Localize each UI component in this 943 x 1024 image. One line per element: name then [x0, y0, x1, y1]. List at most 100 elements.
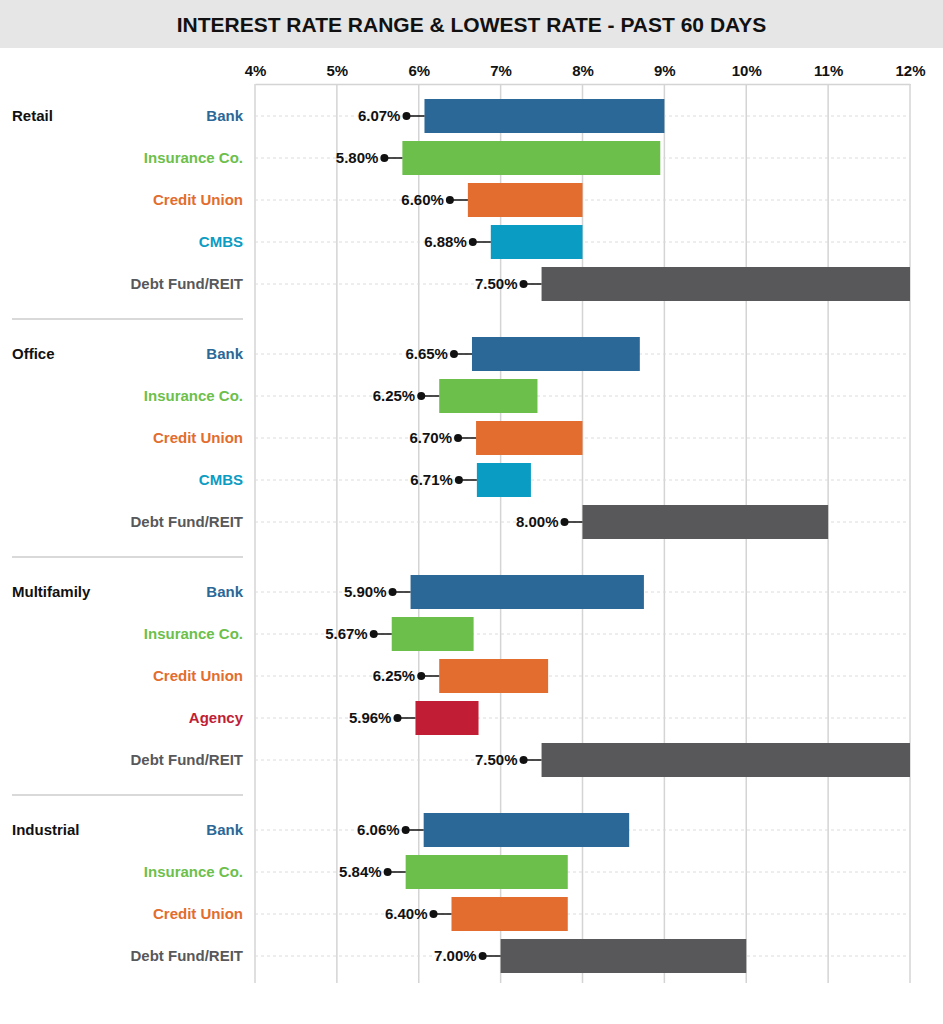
x-axis: 4%5%6%7%8%9%10%11%12%: [245, 62, 926, 85]
category-label: Bank: [206, 821, 243, 838]
low-marker: [389, 588, 397, 596]
range-bar: [439, 659, 548, 693]
range-bar: [411, 575, 644, 609]
category-label: Debt Fund/REIT: [131, 513, 244, 530]
range-bar: [406, 855, 568, 889]
x-tick: 5%: [327, 62, 349, 84]
grid-line: [418, 84, 420, 983]
x-tick-label: 5%: [327, 62, 349, 79]
category-label: Debt Fund/REIT: [131, 947, 244, 964]
data-label: 6.71%: [410, 471, 453, 488]
row-guide: [255, 480, 910, 481]
range-bar: [402, 141, 660, 175]
data-label: 6.60%: [401, 191, 444, 208]
low-marker: [402, 112, 410, 120]
range-bar: [472, 337, 640, 371]
low-marker: [450, 350, 458, 358]
low-marker: [454, 434, 462, 442]
x-tick: 10%: [732, 62, 762, 84]
low-marker: [469, 238, 477, 246]
range-bar: [583, 505, 829, 539]
category-label: Bank: [206, 345, 243, 362]
low-marker: [417, 392, 425, 400]
range-bar: [439, 379, 537, 413]
group-label: Multifamily: [12, 583, 91, 600]
grid-line: [336, 84, 338, 983]
low-marker: [446, 196, 454, 204]
data-label: 6.70%: [410, 429, 453, 446]
low-marker: [370, 630, 378, 638]
grid-line: [909, 84, 911, 983]
data-label: 5.67%: [325, 625, 368, 642]
range-bar: [424, 813, 630, 847]
category-label: CMBS: [199, 233, 243, 250]
low-marker: [384, 868, 392, 876]
category-label: Insurance Co.: [144, 387, 243, 404]
low-marker: [479, 952, 487, 960]
data-label: 6.06%: [357, 821, 400, 838]
chart-container: INTEREST RATE RANGE & LOWEST RATE - PAST…: [0, 0, 943, 1024]
x-tick: 8%: [572, 62, 594, 84]
group-separator: [12, 556, 243, 558]
group-separator: [12, 794, 243, 796]
range-bar: [415, 701, 478, 735]
range-bar: [501, 939, 747, 973]
data-label: 6.25%: [373, 387, 416, 404]
category-label: Insurance Co.: [144, 863, 243, 880]
low-marker: [430, 910, 438, 918]
x-tick-label: 4%: [245, 62, 267, 79]
category-label: Bank: [206, 107, 243, 124]
x-tick-label: 6%: [408, 62, 430, 79]
x-tick-label: 7%: [490, 62, 512, 79]
range-bar: [542, 743, 910, 777]
low-marker: [402, 826, 410, 834]
range-bar: [392, 617, 474, 651]
range-bar: [476, 421, 582, 455]
category-label: CMBS: [199, 471, 243, 488]
category-label: Credit Union: [153, 905, 243, 922]
x-tick-label: 12%: [895, 62, 925, 79]
range-bar: [468, 183, 583, 217]
row-guide: [255, 676, 910, 677]
category-label: Agency: [189, 709, 244, 726]
low-marker: [380, 154, 388, 162]
low-marker: [520, 756, 528, 764]
data-label: 7.50%: [475, 751, 518, 768]
data-label: 5.90%: [344, 583, 387, 600]
data-label: 8.00%: [516, 513, 559, 530]
grid-line: [254, 84, 256, 983]
row-guides: [12, 116, 910, 956]
data-label: 6.40%: [385, 905, 428, 922]
low-marker: [561, 518, 569, 526]
chart-svg: INTEREST RATE RANGE & LOWEST RATE - PAST…: [0, 0, 943, 1024]
data-label: 6.88%: [424, 233, 467, 250]
group-separator: [12, 318, 243, 320]
category-label: Credit Union: [153, 667, 243, 684]
low-marker: [455, 476, 463, 484]
x-tick: 4%: [245, 62, 267, 84]
range-bar: [491, 225, 583, 259]
data-label: 7.00%: [434, 947, 477, 964]
x-tick: 6%: [408, 62, 430, 84]
category-label: Credit Union: [153, 191, 243, 208]
category-label: Debt Fund/REIT: [131, 751, 244, 768]
range-bar: [542, 267, 910, 301]
x-tick-label: 10%: [732, 62, 762, 79]
category-label: Insurance Co.: [144, 149, 243, 166]
labels: BankRetail6.07%Insurance Co.5.80%Credit …: [12, 107, 583, 964]
row-guide: [255, 914, 910, 915]
range-bar: [452, 897, 568, 931]
x-tick: 12%: [895, 62, 925, 84]
x-tick: 7%: [490, 62, 512, 84]
category-label: Credit Union: [153, 429, 243, 446]
group-label: Office: [12, 345, 55, 362]
group-label: Retail: [12, 107, 53, 124]
x-tick-label: 8%: [572, 62, 594, 79]
bars: [392, 99, 910, 973]
chart-title: INTEREST RATE RANGE & LOWEST RATE - PAST…: [177, 13, 767, 36]
data-label: 6.25%: [373, 667, 416, 684]
low-marker: [520, 280, 528, 288]
axis-line: [256, 84, 911, 86]
x-tick: 11%: [814, 62, 843, 84]
category-label: Insurance Co.: [144, 625, 243, 642]
